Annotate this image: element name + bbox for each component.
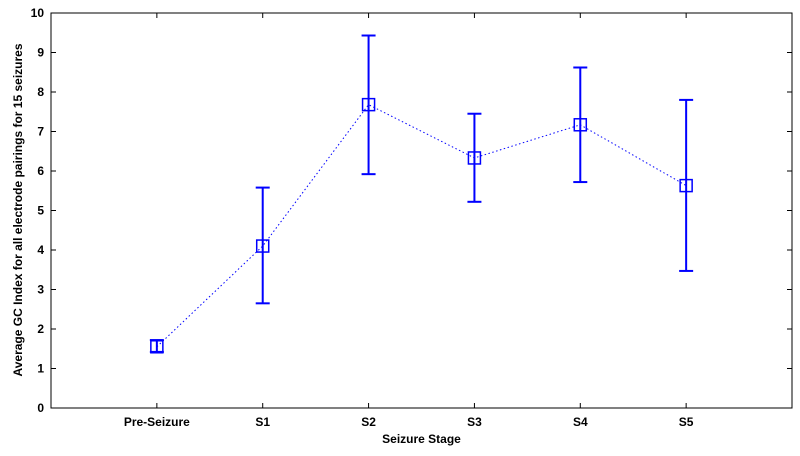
x-tick-label: S5	[679, 415, 694, 429]
series-line	[156, 104, 687, 348]
y-tick-label: 3	[37, 283, 44, 297]
marker-layer	[150, 97, 693, 354]
y-tick-label: 1	[37, 362, 44, 376]
y-tick-label: 6	[37, 164, 44, 178]
y-tick-label: 2	[37, 322, 44, 336]
data-point-marker	[150, 340, 164, 354]
y-tick-label: 10	[31, 6, 45, 20]
y-tick-label: 8	[37, 85, 44, 99]
line-layer	[156, 104, 687, 348]
data-point-marker	[361, 97, 376, 112]
x-tick-labels: Pre-Seizure S1 S2 S3 S4 S5	[124, 415, 694, 429]
y-tick-label: 5	[37, 204, 44, 218]
data-point-marker	[573, 118, 588, 132]
x-tick-label: S4	[573, 415, 588, 429]
y-tick-label: 7	[37, 125, 44, 139]
y-tick-label: 4	[37, 243, 44, 257]
x-axis-label: Seizure Stage	[382, 432, 461, 446]
y-tick-label: 9	[37, 46, 44, 60]
data-point-marker	[255, 239, 270, 253]
x-tick-label: S2	[361, 415, 376, 429]
data-point-marker	[679, 178, 693, 193]
y-tick-label: 0	[37, 401, 44, 415]
plot-frame	[50, 12, 793, 409]
x-tick-label: Pre-Seizure	[124, 415, 190, 429]
data-point-marker	[467, 151, 482, 165]
plot-area	[51, 13, 792, 408]
y-tick-labels: 0 1 2 3 4 5 6 7 8 9 10	[31, 6, 45, 415]
x-tick-label: S3	[467, 415, 482, 429]
y-axis-label: Average GC Index for all electrode pairi…	[11, 43, 25, 376]
x-tick-label: S1	[255, 415, 270, 429]
